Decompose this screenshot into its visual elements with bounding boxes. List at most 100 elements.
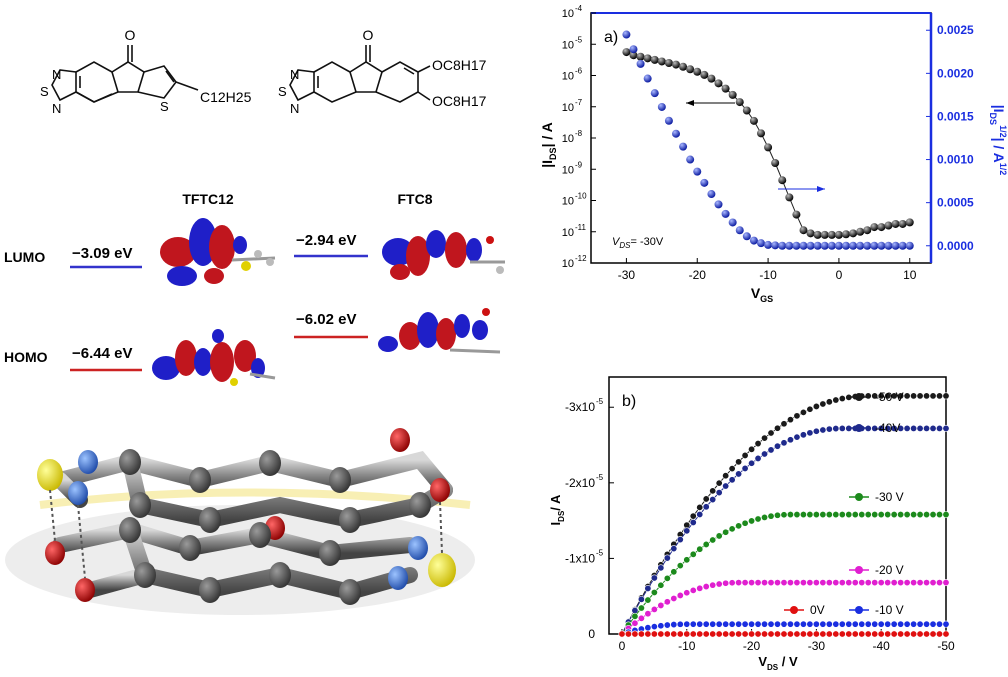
chart-b-point (767, 579, 775, 587)
chart-a-log-point (806, 229, 815, 238)
chart-a-sqrt-point (622, 30, 631, 39)
chart-b-point (897, 579, 905, 587)
chart-b-point (657, 601, 665, 609)
chart-b-point (923, 424, 931, 432)
chart-b-point (936, 511, 944, 519)
chart-a-sqrt-point (728, 218, 737, 227)
chart-a-log-point (905, 218, 914, 227)
orbital-tftc12-lumo (160, 218, 276, 286)
chart-a-sqrt-point (643, 74, 652, 83)
chart-b-point (696, 545, 704, 553)
chart-b-xtick-label: -30 (808, 639, 826, 653)
chart-a-xtick-label: 10 (903, 268, 917, 282)
tftc12-o-atom: O (125, 27, 136, 43)
chart-b-point (735, 470, 743, 478)
chart-b-point (748, 459, 756, 467)
chart-a-log-point (643, 54, 652, 63)
chart-b-point (916, 620, 924, 628)
chart-b-point (858, 630, 866, 638)
tftc12-n-bottom: N (52, 101, 61, 116)
chart-a-log-point (693, 67, 702, 76)
chart-b-point (845, 511, 853, 519)
chart-a-ytick-left-label: 10 (562, 133, 574, 145)
chart-b-point (696, 503, 704, 511)
chart-b-point (722, 482, 730, 490)
chart-b-point (838, 511, 846, 519)
chart-a-sqrt-point (742, 232, 751, 241)
chart-a-ytick-left-exp: -11 (575, 223, 587, 232)
chart-b-point (864, 511, 872, 519)
chart-b-point (890, 630, 898, 638)
ftc8-o-atom: O (363, 27, 374, 43)
chart-b-point (728, 465, 736, 473)
chart-b-point (903, 630, 911, 638)
chart-b-point (910, 392, 918, 400)
chart-a-log-point (877, 223, 886, 232)
chart-b-point (845, 579, 853, 587)
chart-b-point (748, 579, 756, 587)
chart-a-log-point (813, 230, 822, 239)
chart-b-point (670, 568, 678, 576)
chart-b-legend-marker (855, 493, 863, 501)
chart-a-sqrt-point (806, 241, 815, 250)
chart-a-ytick-left-exp: -6 (575, 67, 583, 76)
chart-b-point (910, 511, 918, 519)
chart-a-sqrt-point (863, 241, 872, 250)
chart-b-point (741, 620, 749, 628)
chart-a-xtick-label: -20 (689, 268, 707, 282)
chart-a-xtick-label: -30 (618, 268, 636, 282)
chart-a-ytick-left-exp: -9 (575, 160, 583, 169)
chart-b-point (676, 620, 684, 628)
chart-b-point (631, 619, 639, 627)
chart-b-point (819, 579, 827, 587)
stacking-model (5, 428, 475, 615)
chart-b-point (910, 424, 918, 432)
chart-b-point (812, 427, 820, 435)
chart-b-point (618, 630, 626, 638)
chart-b-point (767, 620, 775, 628)
chart-b-xtick-label: 0 (619, 639, 626, 653)
chart-b-legend-label: -30 V (875, 490, 904, 504)
chart-b-point (767, 630, 775, 638)
chart-b-point (929, 620, 937, 628)
chart-b-point (670, 594, 678, 602)
chart-b-point (897, 511, 905, 519)
chart-a-log-point (672, 60, 680, 69)
label-ftc8: FTC8 (398, 191, 433, 207)
chart-a-ytick-left-label: 10 (562, 227, 574, 239)
chart-b-point (754, 454, 762, 462)
ftc8-sub-top: OC8H17 (432, 57, 487, 73)
chart-a-log-point (728, 90, 737, 99)
chart-b-point (910, 630, 918, 638)
chart-a-sqrt-point (735, 226, 744, 235)
chart-b-point (689, 512, 697, 520)
chart-a-log-point (856, 227, 865, 236)
chart-a-sqrt-point (764, 240, 773, 249)
chart-a-ytick-left-label: 10 (562, 39, 574, 51)
chart-b-point (650, 588, 658, 596)
chart-b-point (650, 605, 658, 613)
chart-b-point (929, 424, 937, 432)
chart-b-point (709, 487, 717, 495)
chart-a-log-point (820, 230, 829, 239)
chart-b-point (871, 630, 879, 638)
chart-a-sqrt-point (721, 209, 730, 218)
chart-b-point (683, 589, 691, 597)
chart-a-sqrt-point (813, 241, 822, 250)
chart-b-point (676, 536, 684, 544)
chart-a-ytick-left-label: 10 (562, 8, 574, 20)
chart-a-sqrt-point (792, 241, 801, 250)
chart-b-point (851, 511, 859, 519)
chart-b-point (793, 412, 801, 420)
chart-a-ytick-left-label: 10 (562, 164, 574, 176)
ftc8-lumo-value: −2.94 eV (296, 232, 356, 249)
chart-b-point (773, 442, 781, 450)
chart-a-log-point (650, 55, 659, 64)
chart-b-point (903, 424, 911, 432)
chart-b-point (657, 622, 665, 630)
chart-b-point (741, 464, 749, 472)
chart-a-log-point (778, 176, 787, 185)
chart-b-point (748, 620, 756, 628)
orbital-ftc8-lumo (382, 230, 505, 280)
